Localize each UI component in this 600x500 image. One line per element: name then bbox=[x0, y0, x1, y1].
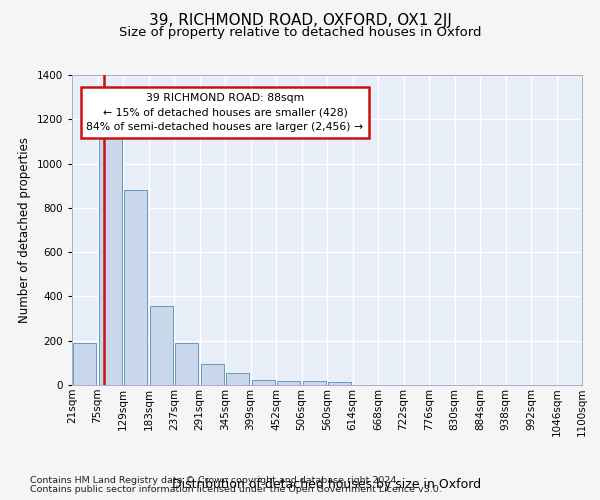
Y-axis label: Number of detached properties: Number of detached properties bbox=[18, 137, 31, 323]
Text: 39 RICHMOND ROAD: 88sqm
← 15% of detached houses are smaller (428)
84% of semi-d: 39 RICHMOND ROAD: 88sqm ← 15% of detache… bbox=[86, 92, 364, 132]
Text: Contains HM Land Registry data © Crown copyright and database right 2024.: Contains HM Land Registry data © Crown c… bbox=[30, 476, 400, 485]
Bar bbox=[226, 374, 250, 385]
Text: Size of property relative to detached houses in Oxford: Size of property relative to detached ho… bbox=[119, 26, 481, 39]
Bar bbox=[149, 306, 173, 385]
Text: 39, RICHMOND ROAD, OXFORD, OX1 2JJ: 39, RICHMOND ROAD, OXFORD, OX1 2JJ bbox=[149, 12, 451, 28]
Bar bbox=[98, 137, 122, 385]
Bar bbox=[73, 344, 97, 385]
Bar bbox=[124, 190, 148, 385]
Bar bbox=[277, 380, 301, 385]
Bar bbox=[200, 364, 224, 385]
Bar bbox=[328, 382, 352, 385]
Text: Distribution of detached houses by size in Oxford: Distribution of detached houses by size … bbox=[172, 478, 482, 491]
Text: Contains public sector information licensed under the Open Government Licence v3: Contains public sector information licen… bbox=[30, 485, 442, 494]
Bar bbox=[175, 343, 199, 385]
Bar bbox=[302, 381, 326, 385]
Bar bbox=[251, 380, 275, 385]
